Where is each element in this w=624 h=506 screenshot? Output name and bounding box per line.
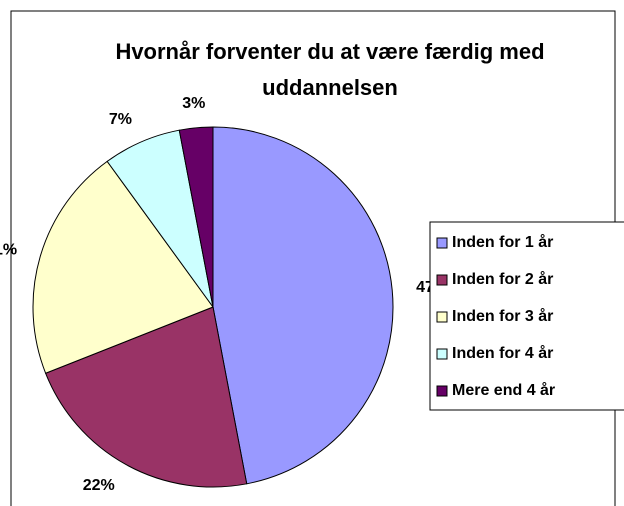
data-label: 21% bbox=[0, 241, 17, 258]
legend-label: Inden for 1 år bbox=[452, 233, 553, 251]
legend-swatch bbox=[436, 237, 448, 249]
legend-swatch bbox=[436, 311, 448, 323]
pie-slice bbox=[212, 126, 394, 485]
legend-swatch bbox=[436, 385, 448, 397]
legend-box bbox=[429, 221, 624, 411]
legend-label: Inden for 4 år bbox=[452, 344, 553, 362]
legend-swatch bbox=[436, 348, 448, 360]
pie-slice bbox=[178, 126, 214, 308]
chart-title: Hvornår forventer du at være færdig med … bbox=[115, 39, 545, 100]
pie-slice bbox=[32, 160, 214, 374]
legend-label: Mere end 4 år bbox=[452, 381, 555, 399]
data-label: 7% bbox=[109, 111, 132, 128]
pie-slice bbox=[44, 306, 248, 488]
legend-label: Inden for 2 år bbox=[452, 270, 553, 288]
legend-label: Inden for 3 år bbox=[452, 307, 553, 325]
legend-swatch bbox=[436, 274, 448, 286]
data-label: 3% bbox=[182, 95, 205, 112]
data-label: 22% bbox=[83, 477, 115, 494]
